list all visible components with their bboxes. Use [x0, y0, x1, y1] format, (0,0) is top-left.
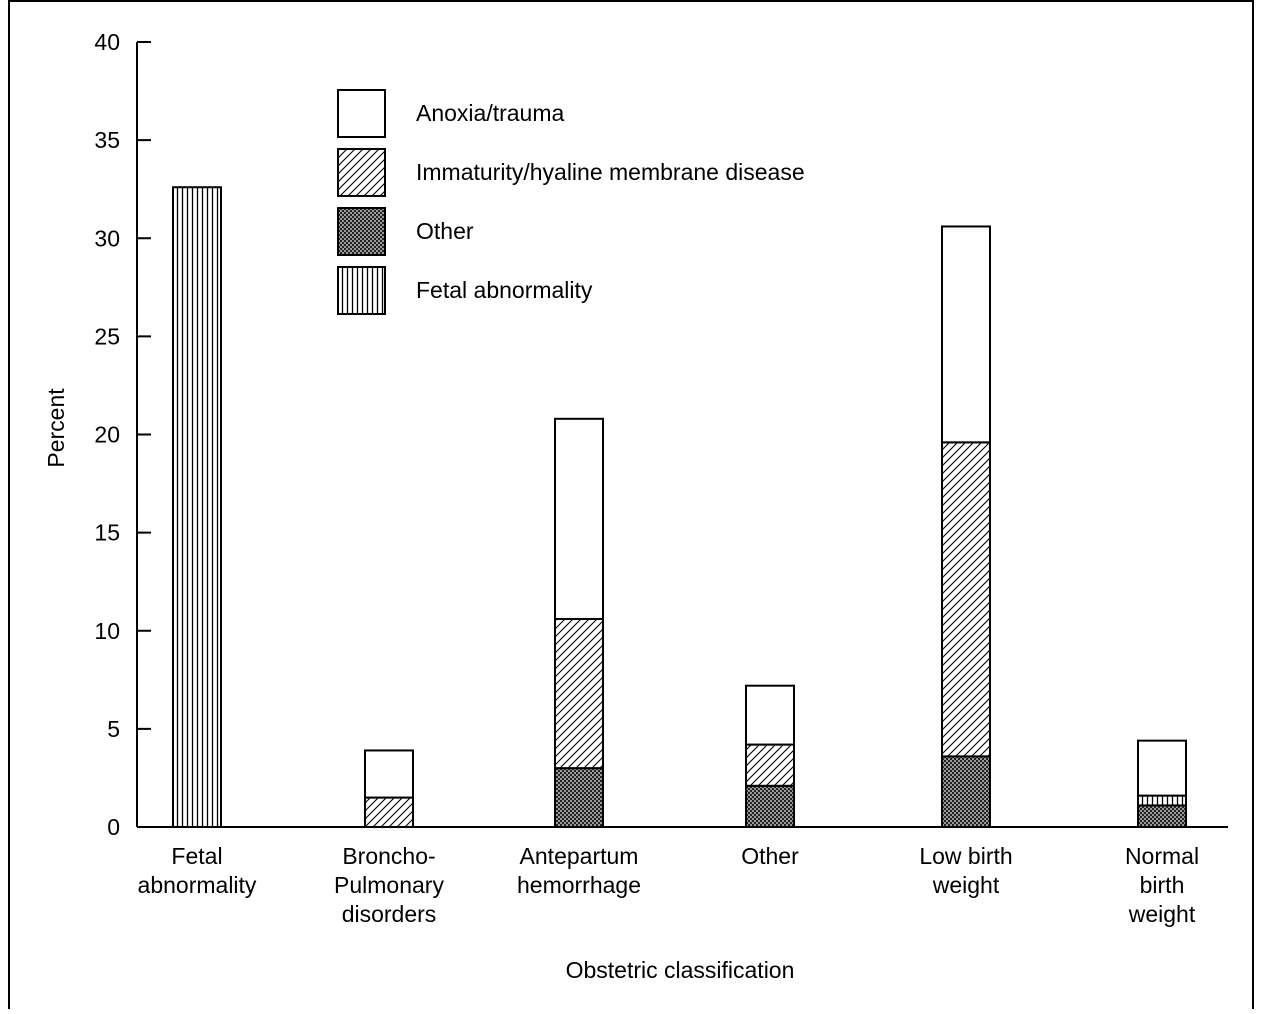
y-axis: 0 5 10 15 20 25 30 35 40 — [94, 29, 151, 840]
legend-item: Anoxia/trauma — [338, 90, 565, 137]
bar-segment — [1138, 796, 1186, 806]
y-tick-label: 35 — [94, 127, 120, 153]
bar-stack — [365, 750, 413, 827]
x-tick-label: Antepartum hemorrhage — [517, 843, 641, 898]
y-tick-label: 15 — [94, 520, 120, 546]
x-tick-label: Fetal abnormality — [138, 843, 257, 898]
legend: Anoxia/trauma Immaturity/hyaline membrane… — [338, 90, 805, 314]
x-axis-title: Obstetric classification — [566, 957, 795, 983]
legend-swatch — [338, 208, 385, 255]
bar-segment — [173, 187, 221, 827]
x-axis: Fetal abnormality Broncho-Pulmonary disorde… — [137, 827, 1228, 927]
bar-segment — [942, 756, 990, 827]
bar-segment — [555, 768, 603, 827]
y-axis-title: Percent — [43, 388, 69, 468]
y-tick-label: 10 — [94, 618, 120, 644]
legend-item: Immaturity/hyaline membrane disease — [338, 149, 805, 196]
bar-segment — [942, 442, 990, 756]
y-tick-label: 30 — [94, 225, 120, 251]
bar-segment — [555, 419, 603, 619]
legend-item: Other — [338, 208, 474, 255]
legend-label: Fetal abnormality — [416, 277, 593, 303]
x-tick-label: Low birth weight — [919, 843, 1012, 898]
x-tick-label: Normal birth weight — [1125, 843, 1199, 927]
y-tick-label: 25 — [94, 323, 120, 349]
bar-stack — [746, 686, 794, 827]
bar-segment — [1138, 805, 1186, 827]
bar-segment — [746, 686, 794, 745]
legend-label: Other — [416, 218, 474, 244]
bar-segment — [365, 750, 413, 797]
bar-segment — [746, 786, 794, 827]
bar-stack — [942, 226, 990, 827]
bar-segment — [555, 619, 603, 768]
bar-stack — [555, 419, 603, 827]
legend-label: Anoxia/trauma — [416, 100, 565, 126]
bar-stack — [1138, 741, 1186, 827]
y-tick-label: 40 — [94, 29, 120, 55]
legend-swatch — [338, 149, 385, 196]
bar-segment — [942, 226, 990, 442]
y-tick-label: 20 — [94, 422, 120, 448]
bars-group — [173, 187, 1186, 827]
bar-segment — [746, 745, 794, 786]
bar-segment — [1138, 741, 1186, 796]
bar-stack — [173, 187, 221, 827]
y-tick-label: 0 — [107, 814, 120, 840]
legend-swatch — [338, 267, 385, 314]
y-tick-label: 5 — [107, 716, 120, 742]
bar-segment — [365, 798, 413, 827]
x-tick-label: Other — [741, 843, 799, 869]
legend-item: Fetal abnormality — [338, 267, 593, 314]
x-tick-label: Broncho-Pulmonary disorders — [334, 843, 444, 927]
legend-label: Immaturity/hyaline membrane disease — [416, 159, 805, 185]
legend-swatch — [338, 90, 385, 137]
